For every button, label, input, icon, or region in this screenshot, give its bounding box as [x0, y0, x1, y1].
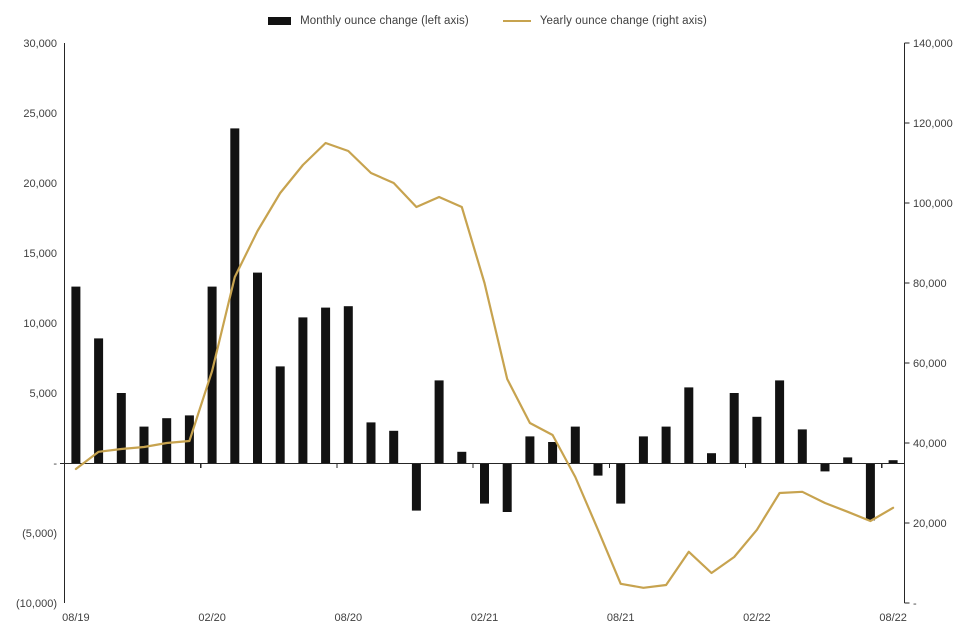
bar [343, 306, 353, 463]
bar [480, 463, 489, 504]
svg-text:100,000: 100,000 [913, 198, 953, 210]
bar [502, 463, 512, 512]
bar [593, 463, 603, 476]
legend-line-swatch [502, 20, 531, 22]
chart-legend: Monthly ounce change (left axis) Yearly … [0, 10, 975, 32]
bar [707, 453, 716, 463]
bar [366, 422, 376, 463]
bar [684, 387, 694, 463]
bar [457, 451, 467, 463]
svg-text:08/19: 08/19 [62, 612, 90, 624]
legend-label-yearly: Yearly ounce change (right axis) [539, 15, 707, 27]
svg-text:60,000: 60,000 [913, 358, 947, 370]
bar [548, 442, 558, 463]
svg-text:80,000: 80,000 [913, 278, 947, 290]
bar [116, 393, 126, 463]
bar [638, 436, 648, 463]
svg-text:40,000: 40,000 [913, 438, 947, 450]
svg-text:25,000: 25,000 [23, 108, 57, 120]
yearly-line [74, 141, 895, 589]
svg-text:08/21: 08/21 [607, 612, 635, 624]
svg-text:(5,000): (5,000) [22, 528, 57, 540]
bar [230, 128, 240, 463]
left-axis-labels: 30,000 25,000 20,000 15,000 10,000 5,000 - (5,0… [16, 38, 57, 610]
bar [661, 426, 671, 463]
svg-text:5,000: 5,000 [29, 388, 57, 400]
bar [275, 366, 285, 463]
bar [865, 463, 875, 521]
bar [775, 380, 785, 463]
svg-text:20,000: 20,000 [23, 178, 57, 190]
bar [820, 463, 830, 472]
bar [525, 436, 535, 463]
bar [570, 426, 580, 463]
bar [253, 272, 262, 463]
svg-text:20,000: 20,000 [913, 518, 947, 530]
legend-item-yearly: Yearly ounce change (right axis) [502, 15, 707, 27]
bar [729, 393, 739, 463]
svg-text:02/20: 02/20 [198, 612, 226, 624]
bar [94, 338, 104, 463]
svg-text:(10,000): (10,000) [16, 598, 57, 610]
svg-text:02/21: 02/21 [471, 612, 499, 624]
svg-text:30,000: 30,000 [23, 38, 57, 50]
svg-text:10,000: 10,000 [23, 318, 57, 330]
svg-text:08/22: 08/22 [879, 612, 907, 624]
bar [888, 460, 898, 463]
bar [298, 317, 308, 463]
bar [434, 380, 444, 463]
bar [797, 429, 807, 463]
legend-item-monthly: Monthly ounce change (left axis) [268, 15, 469, 27]
category-boundary-ticks [63, 463, 883, 468]
bar [616, 463, 626, 504]
bar [752, 416, 762, 463]
right-axis-labels: 140,000 120,000 100,000 80,000 60,000 40,000 2… [913, 38, 953, 610]
svg-text:120,000: 120,000 [913, 118, 953, 130]
bar [71, 286, 81, 463]
bar [321, 307, 331, 463]
svg-text:02/22: 02/22 [743, 612, 771, 624]
x-axis-labels: 08/19 02/20 08/20 02/21 08/21 02/22 08/22 [62, 612, 907, 624]
legend-bar-swatch [268, 17, 292, 25]
svg-text:140,000: 140,000 [913, 38, 953, 50]
legend-label-monthly: Monthly ounce change (left axis) [300, 15, 469, 27]
bar [139, 426, 149, 463]
right-axis-ticks [904, 42, 910, 604]
svg-text:15,000: 15,000 [23, 248, 57, 260]
svg-text:-: - [53, 458, 57, 470]
bar [843, 457, 853, 463]
svg-text:-: - [913, 598, 917, 610]
bar [207, 286, 217, 463]
bar [411, 463, 421, 511]
svg-text:08/20: 08/20 [335, 612, 363, 624]
bars-series [71, 128, 898, 521]
bar [162, 418, 172, 463]
bar [389, 430, 399, 463]
